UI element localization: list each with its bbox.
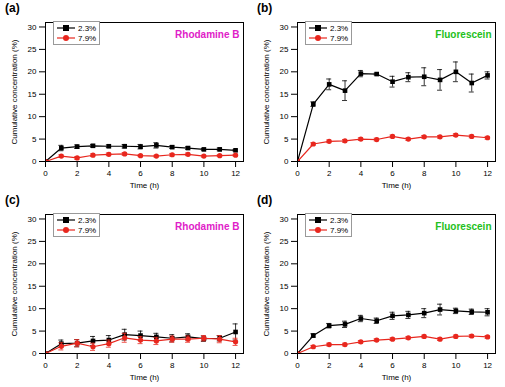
svg-text:5: 5 xyxy=(284,327,289,336)
svg-text:Cumulative concentration (%): Cumulative concentration (%) xyxy=(10,231,19,336)
svg-text:0: 0 xyxy=(43,361,48,370)
svg-text:25: 25 xyxy=(28,45,37,54)
svg-text:Fluorescein: Fluorescein xyxy=(435,29,491,40)
svg-text:0: 0 xyxy=(284,349,289,358)
svg-text:Cumulative concentration (%): Cumulative concentration (%) xyxy=(262,231,271,336)
svg-text:5: 5 xyxy=(284,135,289,144)
svg-text:12: 12 xyxy=(231,169,240,178)
svg-text:10: 10 xyxy=(28,304,37,313)
html-text:2.3%: 2.3% xyxy=(330,215,349,225)
html-text:7.9%: 7.9% xyxy=(330,225,349,235)
html-text:7.9%: 7.9% xyxy=(78,33,97,43)
svg-text:5: 5 xyxy=(32,327,37,336)
svg-text:2: 2 xyxy=(75,361,80,370)
svg-text:4: 4 xyxy=(359,169,364,178)
svg-text:5: 5 xyxy=(32,135,37,144)
svg-text:10: 10 xyxy=(28,112,37,121)
svg-text:20: 20 xyxy=(280,259,289,268)
svg-text:10: 10 xyxy=(280,112,289,121)
svg-text:25: 25 xyxy=(280,45,289,54)
html-text:(a): (a) xyxy=(5,1,20,15)
svg-text:10: 10 xyxy=(280,304,289,313)
svg-text:Time (h): Time (h) xyxy=(382,373,412,382)
svg-text:Rhodamine B: Rhodamine B xyxy=(175,221,239,232)
svg-text:0: 0 xyxy=(32,157,37,166)
svg-text:12: 12 xyxy=(483,361,492,370)
svg-text:6: 6 xyxy=(138,361,143,370)
svg-text:15: 15 xyxy=(28,282,37,291)
svg-text:Rhodamine B: Rhodamine B xyxy=(175,29,239,40)
svg-text:10: 10 xyxy=(199,361,208,370)
svg-text:10: 10 xyxy=(199,169,208,178)
html-text:(d): (d) xyxy=(257,193,273,207)
svg-text:Cumulative concentration (%): Cumulative concentration (%) xyxy=(10,39,19,144)
svg-text:30: 30 xyxy=(28,23,37,32)
svg-text:Time (h): Time (h) xyxy=(382,181,412,190)
html-text:(c): (c) xyxy=(5,193,20,207)
svg-text:Time (h): Time (h) xyxy=(130,181,160,190)
svg-text:10: 10 xyxy=(451,361,460,370)
svg-text:Time (h): Time (h) xyxy=(130,373,160,382)
svg-text:6: 6 xyxy=(390,169,395,178)
svg-text:25: 25 xyxy=(280,237,289,246)
svg-text:25: 25 xyxy=(28,237,37,246)
svg-text:4: 4 xyxy=(107,169,112,178)
svg-text:8: 8 xyxy=(170,361,175,370)
svg-text:15: 15 xyxy=(280,90,289,99)
svg-text:20: 20 xyxy=(28,259,37,268)
svg-text:20: 20 xyxy=(28,67,37,76)
svg-text:0: 0 xyxy=(32,349,37,358)
svg-text:30: 30 xyxy=(28,215,37,224)
svg-text:2: 2 xyxy=(327,169,332,178)
html-text:2.3%: 2.3% xyxy=(78,23,97,33)
svg-text:0: 0 xyxy=(284,157,289,166)
svg-text:Cumulative concentration (%): Cumulative concentration (%) xyxy=(262,39,271,144)
svg-text:15: 15 xyxy=(280,282,289,291)
svg-text:2: 2 xyxy=(327,361,332,370)
html-text:7.9%: 7.9% xyxy=(78,225,97,235)
svg-text:0: 0 xyxy=(43,169,48,178)
svg-text:12: 12 xyxy=(483,169,492,178)
svg-text:30: 30 xyxy=(280,215,289,224)
html-text:2.3%: 2.3% xyxy=(330,23,349,33)
svg-text:6: 6 xyxy=(138,169,143,178)
svg-text:12: 12 xyxy=(231,361,240,370)
svg-text:8: 8 xyxy=(422,361,427,370)
svg-text:30: 30 xyxy=(280,23,289,32)
html-text:(b): (b) xyxy=(257,1,273,15)
svg-text:8: 8 xyxy=(422,169,427,178)
svg-text:2: 2 xyxy=(75,169,80,178)
svg-text:0: 0 xyxy=(295,169,300,178)
html-text:7.9%: 7.9% xyxy=(330,33,349,43)
svg-text:15: 15 xyxy=(28,90,37,99)
svg-text:4: 4 xyxy=(107,361,112,370)
svg-text:4: 4 xyxy=(359,361,364,370)
svg-text:6: 6 xyxy=(390,361,395,370)
svg-text:10: 10 xyxy=(451,169,460,178)
html-text:2.3%: 2.3% xyxy=(78,215,97,225)
svg-text:0: 0 xyxy=(295,361,300,370)
svg-text:Fluorescein: Fluorescein xyxy=(435,221,491,232)
svg-text:20: 20 xyxy=(280,67,289,76)
svg-text:8: 8 xyxy=(170,169,175,178)
